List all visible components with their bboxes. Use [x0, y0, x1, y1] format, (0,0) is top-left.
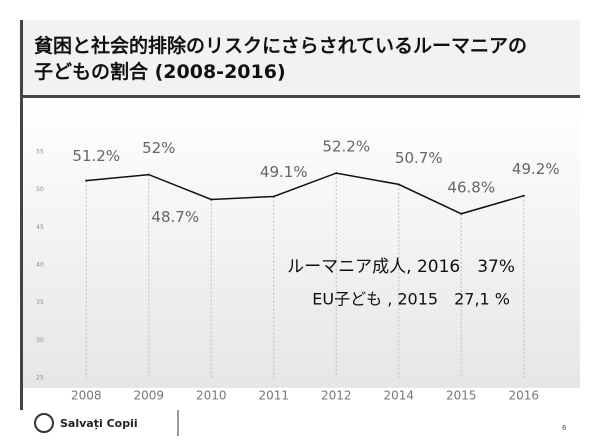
y-tick-label: 40 [36, 262, 44, 269]
point [272, 195, 275, 198]
page-number: 6 [562, 424, 567, 432]
line [86, 172, 524, 215]
left-rule [20, 20, 23, 410]
x-tick-label: 2009 [133, 389, 164, 403]
y-tick-label: 50 [36, 186, 44, 193]
chart-area [23, 98, 580, 388]
data-label: 51.2% [72, 147, 120, 165]
point [210, 198, 213, 201]
x-tick-label: 2011 [258, 389, 289, 403]
data-label: 49.2% [512, 160, 560, 178]
logo: Salvați Copii [34, 413, 138, 433]
point [522, 194, 525, 197]
logo-icon [34, 413, 54, 433]
x-tick-label: 2008 [71, 389, 102, 403]
chart-title: 貧困と社会的排除のリスクにさらされているルーマニアの子どもの割合 (2008-2… [34, 34, 527, 83]
data-label: 50.7% [395, 149, 443, 167]
data-label: 52.2% [322, 138, 370, 156]
point [460, 212, 463, 215]
data-label: 48.7% [151, 208, 199, 226]
point [85, 179, 88, 182]
point [397, 183, 400, 186]
point [147, 173, 150, 176]
x-tick-label: 2015 [446, 389, 477, 403]
data-label: 46.8% [447, 178, 495, 196]
data-label: 49.1% [260, 163, 308, 181]
x-tick-label: 2010 [196, 389, 227, 403]
x-tick-label: 2014 [383, 389, 414, 403]
annotation: ルーマニア成人, 2016 37% [287, 257, 515, 277]
plot: 25 30 35 40 45 50 55 2008 51.2% 2009 52% 2010 48.7% 2… [36, 138, 559, 403]
x-tick-label: 2016 [508, 389, 539, 403]
y-tick-label: 25 [36, 375, 44, 382]
logo-text: Salvați Copii [60, 417, 138, 430]
y-tick-label: 30 [36, 337, 44, 344]
y-tick-label: 45 [36, 224, 44, 231]
y-tick-label: 35 [36, 299, 44, 306]
annotation: EU子ども , 2015 27,1 % [312, 290, 510, 309]
data-label: 52% [142, 139, 175, 157]
title-rule [20, 95, 580, 98]
x-tick-label: 2012 [321, 389, 352, 403]
title-box [20, 20, 580, 98]
point [335, 172, 338, 175]
y-tick-label: 55 [36, 149, 44, 156]
